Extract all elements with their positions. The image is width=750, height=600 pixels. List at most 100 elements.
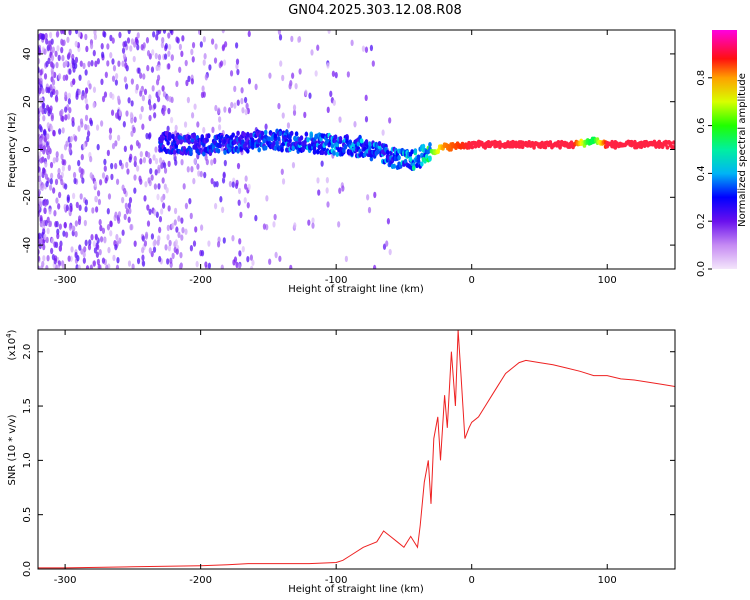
- spectrogram-cell: [148, 208, 152, 215]
- spectrogram-cell: [49, 161, 54, 169]
- spectrogram-ridge-cell: [205, 137, 209, 143]
- spectrogram-cell: [139, 150, 143, 158]
- spectrogram-ridge-cell: [223, 149, 227, 155]
- spectrogram-cell: [152, 246, 157, 253]
- spectrogram-cell: [109, 52, 113, 59]
- spectrogram-cell: [114, 79, 118, 86]
- spectrogram-cell: [350, 39, 354, 47]
- spectrogram-cell: [74, 30, 79, 35]
- spectrogram-ridge-cell: [420, 161, 424, 167]
- spectrogram-cell: [55, 96, 59, 103]
- spectrogram-cell: [97, 263, 101, 269]
- spectrogram-cell: [199, 170, 203, 178]
- spectrogram-cell: [141, 235, 145, 242]
- svg-text:(x104): (x104): [5, 329, 18, 360]
- spectrogram-cell: [220, 264, 224, 269]
- spectrogram-cell: [112, 254, 116, 262]
- spectrogram-cell: [143, 240, 148, 247]
- spectrogram-cell: [141, 254, 145, 261]
- spectrogram-cell: [137, 67, 141, 74]
- spectrogram-ridge-cell: [548, 140, 553, 146]
- spectrogram-cell: [103, 91, 108, 98]
- spectrogram-cell: [130, 117, 134, 124]
- spectrogram-cell: [265, 195, 269, 202]
- spectrogram-cell: [307, 219, 311, 226]
- spectrogram-ridge-cell: [343, 143, 348, 150]
- spectrogram-cell: [52, 129, 56, 137]
- spectrogram-cell: [56, 232, 60, 240]
- spectrogram-cell: [101, 227, 106, 234]
- spectrogram-cell: [77, 88, 81, 96]
- spectrogram-cell: [60, 46, 64, 54]
- spectrogram-cell: [74, 56, 79, 64]
- colorbar-tick-label: 0.2: [696, 213, 707, 229]
- spectrogram-cell: [50, 54, 55, 62]
- spectrogram-cell: [292, 109, 297, 116]
- spectrogram-cell: [84, 123, 88, 131]
- spectrogram-cell: [243, 96, 248, 104]
- spectrogram-cell: [142, 73, 146, 80]
- spectrogram-cell: [153, 112, 157, 119]
- spectrogram-ridge-cell: [236, 130, 240, 136]
- spectrogram-cell: [178, 43, 182, 51]
- spectrogram-cell: [219, 196, 223, 203]
- spectrogram-cell: [68, 224, 72, 231]
- spectrogram-cell: [159, 157, 163, 164]
- spectrogram-cell: [190, 48, 194, 56]
- spectrogram-cell: [91, 207, 95, 214]
- colorbar-tick-label: 0.4: [696, 165, 707, 181]
- spectrogram-cell: [50, 237, 55, 245]
- spectrogram-cell: [95, 206, 99, 213]
- spectrogram-cell: [46, 122, 50, 129]
- spectrogram-cell: [223, 41, 228, 48]
- spectrogram-cell: [214, 43, 218, 50]
- spectrogram-ridge-cell: [172, 149, 177, 155]
- spectrogram-x-axis-label: Height of straight line (km): [288, 284, 424, 295]
- spectrogram-cell: [88, 83, 92, 90]
- spectrogram-cell: [325, 176, 329, 184]
- spectrogram-ridge-cell: [273, 133, 278, 139]
- spectrogram-cell: [304, 89, 308, 96]
- spectrogram-ridge-cell: [672, 145, 675, 150]
- spectrogram-cell: [75, 201, 79, 209]
- spectrogram-cell: [167, 205, 171, 212]
- spectrogram-ridge-cell: [159, 139, 164, 145]
- spectrogram-cell: [135, 83, 139, 91]
- snr-x-tick-label: -200: [189, 575, 212, 586]
- spectrogram-cell: [106, 224, 111, 231]
- spectrogram-cell: [162, 109, 166, 116]
- spectrogram-cell: [79, 60, 83, 67]
- spectrogram-cell: [277, 30, 282, 35]
- spectrogram-ridge-cell: [397, 155, 401, 161]
- spectrogram-cell: [150, 233, 155, 240]
- spectrogram-cell: [133, 160, 137, 168]
- spectrogram-cell: [311, 222, 315, 229]
- spectrogram-cell: [177, 231, 181, 239]
- spectrogram-cell: [139, 72, 143, 79]
- spectrogram-ridge-cell: [190, 137, 195, 143]
- spectrogram-cell: [127, 202, 132, 209]
- spectrogram-cell: [167, 63, 171, 70]
- spectrogram-cell: [214, 202, 218, 210]
- spectrogram-cell: [123, 145, 127, 153]
- spectrogram-cell: [184, 59, 188, 67]
- spectrogram-ridge-cell: [263, 129, 268, 135]
- spectrogram-cell: [42, 102, 46, 109]
- spectrogram-ridge-cell: [187, 139, 192, 145]
- spectrogram-cell: [136, 32, 140, 39]
- spectrogram-cell: [118, 31, 122, 39]
- spectrogram-cell: [82, 62, 86, 70]
- spectrogram-cell: [133, 41, 137, 48]
- spectrogram-cell: [79, 193, 83, 200]
- spectrogram-cell: [168, 239, 172, 247]
- spectrogram-cell: [111, 37, 115, 44]
- spectrogram-cell: [222, 59, 227, 66]
- spectrogram-cell: [133, 155, 137, 163]
- spectrogram-ridge-cell: [385, 149, 390, 156]
- spectrogram-cell: [155, 211, 159, 218]
- spectrogram-cell: [40, 265, 44, 269]
- spectrogram-cell: [45, 180, 49, 188]
- spectrogram-cell: [39, 220, 43, 228]
- spectrogram-cell: [298, 68, 302, 75]
- spectrogram-cell: [42, 255, 46, 262]
